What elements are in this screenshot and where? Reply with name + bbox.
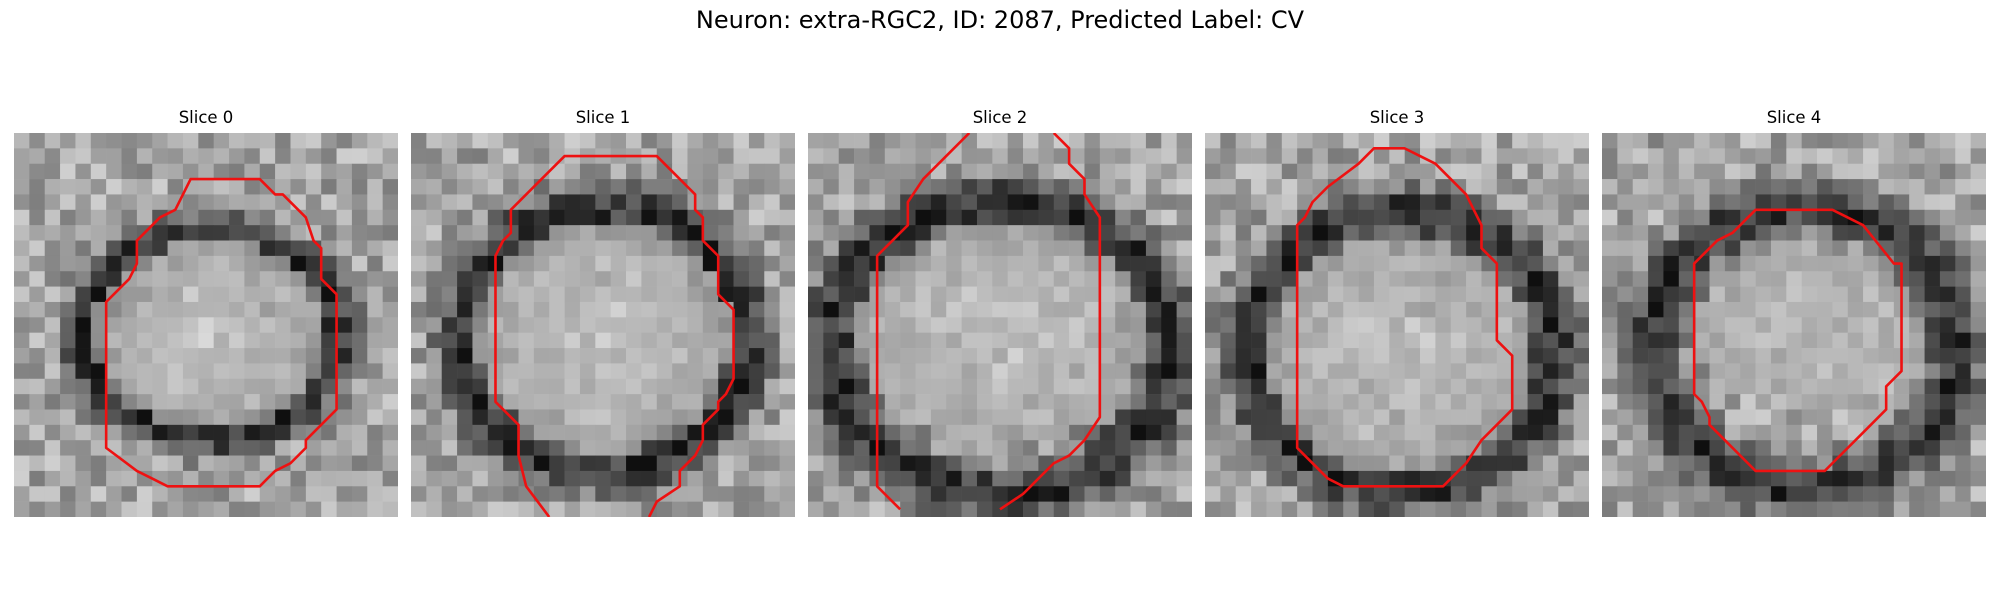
contour-line-0 (875, 133, 971, 511)
slice-3-image-panel (1205, 133, 1589, 517)
slice-1-svg (411, 133, 795, 517)
pixel-grid (1205, 133, 1589, 517)
pixel-grid (411, 133, 795, 517)
pixel-grid (1602, 133, 1986, 517)
slice-2-svg (808, 133, 1192, 517)
slice-2-image-panel (808, 133, 1192, 517)
figure-title: Neuron: extra-RGC2, ID: 2087, Predicted … (695, 6, 1305, 34)
slice-4-svg (1602, 133, 1986, 517)
panel-title-slice-3: Slice 3 (1369, 108, 1425, 127)
contour-line (1295, 147, 1514, 488)
panel-title-slice-0: Slice 0 (178, 108, 234, 127)
pixel-grid (14, 133, 398, 517)
panel-title-slice-4: Slice 4 (1766, 108, 1822, 127)
contour-line-0 (494, 154, 735, 517)
slice-3-svg (1205, 133, 1589, 517)
slice-1-image-panel (411, 133, 795, 517)
panel-title-slice-1: Slice 1 (575, 108, 631, 127)
contour-line (1692, 208, 1903, 473)
pixel-grid (808, 133, 1192, 517)
contour-line (104, 177, 338, 488)
contour-line-1 (999, 133, 1102, 511)
slice-0-svg (14, 133, 398, 517)
slice-0-image-panel (14, 133, 398, 517)
slice-4-image-panel (1602, 133, 1986, 517)
panel-title-slice-2: Slice 2 (972, 108, 1028, 127)
